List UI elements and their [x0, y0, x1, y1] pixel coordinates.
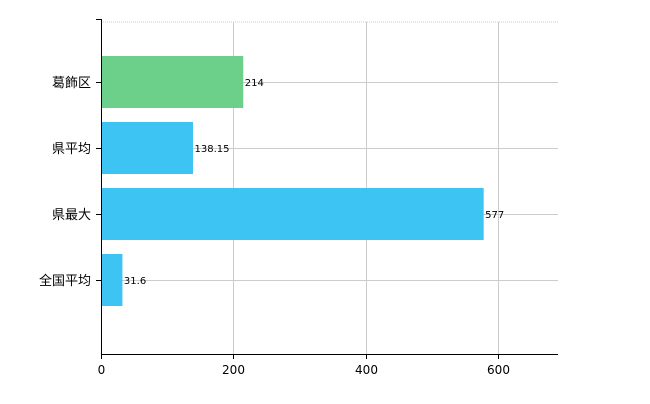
bar	[101, 188, 484, 240]
category-label: 葛飾区	[52, 76, 91, 91]
bar	[101, 122, 193, 174]
category-label: 全国平均	[39, 273, 91, 289]
x-tick-label: 400	[355, 363, 378, 377]
category-label: 県平均	[52, 142, 91, 157]
bar-value-label: 577	[485, 210, 504, 221]
bar-value-label: 138.15	[194, 144, 229, 155]
bars	[101, 56, 484, 306]
bar-value-label: 214	[245, 78, 264, 89]
x-tick-label: 0	[98, 363, 106, 377]
x-tick-label: 600	[487, 363, 510, 377]
bar	[101, 254, 123, 306]
axes	[96, 19, 558, 359]
labels: 214 葛飾区 138.15 県平均 577 県最大 31.6 全国平均 0 200 400 600	[39, 76, 510, 377]
bar-value-label: 31.6	[124, 276, 146, 287]
category-label: 県最大	[52, 208, 91, 223]
x-tick-label: 200	[222, 363, 245, 377]
bar	[101, 56, 244, 108]
